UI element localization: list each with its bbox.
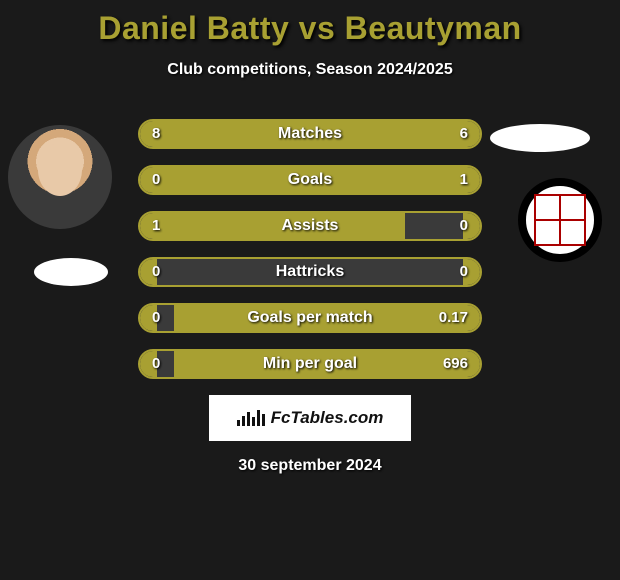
- stat-label: Goals per match: [140, 305, 480, 331]
- stat-row: 10Assists: [138, 211, 482, 241]
- stat-row: 0696Min per goal: [138, 349, 482, 379]
- stat-label: Min per goal: [140, 351, 480, 377]
- subtitle: Club competitions, Season 2024/2025: [0, 61, 620, 79]
- player-left-avatar: [8, 125, 112, 229]
- stat-row: 00Hattricks: [138, 257, 482, 287]
- stat-label: Assists: [140, 213, 480, 239]
- stat-row: 01Goals: [138, 165, 482, 195]
- stat-label: Hattricks: [140, 259, 480, 285]
- stat-label: Goals: [140, 167, 480, 193]
- shield-icon: [534, 194, 586, 246]
- stat-label: Matches: [140, 121, 480, 147]
- player-left-club-badge: [34, 258, 108, 286]
- bars-icon: [237, 410, 265, 426]
- brand-logo: FcTables.com: [209, 395, 411, 441]
- footer-date: 30 september 2024: [0, 457, 620, 475]
- player-right-club-badge: [490, 124, 590, 152]
- stat-row: 86Matches: [138, 119, 482, 149]
- brand-text: FcTables.com: [271, 408, 384, 428]
- stat-row: 00.17Goals per match: [138, 303, 482, 333]
- page-title: Daniel Batty vs Beautyman: [0, 10, 620, 47]
- player-right-crest: [518, 178, 602, 262]
